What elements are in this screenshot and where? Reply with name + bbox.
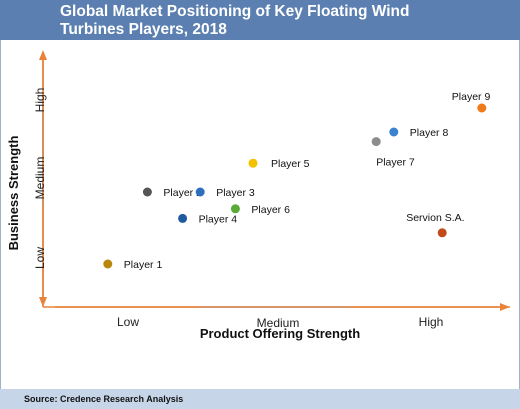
point-player-1 <box>103 259 113 269</box>
y-axis-arrow-down <box>39 297 47 307</box>
x-tick-medium: Medium <box>257 316 300 330</box>
point-player-8 <box>389 127 399 137</box>
point-label-player-3: Player 3 <box>216 187 255 199</box>
point-servion-s-a <box>437 228 447 238</box>
chart-title-line-2: Turbines Players, 2018 <box>60 21 227 38</box>
point-label-player-8: Player 8 <box>410 127 449 139</box>
point-label-player-9: Player 9 <box>452 91 491 103</box>
point-label-player-6: Player 6 <box>251 204 290 216</box>
point-label-player-5: Player 5 <box>271 158 310 170</box>
y-tick-medium: Medium <box>33 157 47 200</box>
x-tick-low: Low <box>117 315 139 329</box>
y-tick-low: Low <box>33 247 47 269</box>
point-label-player-4: Player 4 <box>199 213 238 225</box>
y-tick-high: High <box>33 88 47 113</box>
point-player-3 <box>195 187 205 197</box>
point-player-2 <box>142 187 152 197</box>
x-axis-title: Product Offering Strength <box>200 326 360 341</box>
source-text: Source: Credence Research Analysis <box>24 394 183 404</box>
point-label-player-1: Player 1 <box>124 259 163 271</box>
point-player-4 <box>178 213 188 223</box>
point-player-5 <box>248 158 258 168</box>
y-axis-arrow-up <box>39 50 47 60</box>
title-band <box>0 0 520 40</box>
point-label-player-2: Player 2 <box>163 187 202 199</box>
y-axis-title: Business Strength <box>6 136 21 251</box>
point-player-9 <box>477 103 487 113</box>
x-axis-arrow-right <box>500 303 510 311</box>
point-label-player-7: Player 7 <box>376 157 415 169</box>
point-label-servion-s-a: Servion S.A. <box>406 212 464 224</box>
chart-title-line-1: Global Market Positioning of Key Floatin… <box>60 3 409 20</box>
point-player-7 <box>371 137 381 147</box>
data-points: Player 1 Player 2 Player 3 Player 4 Player 5… <box>103 91 490 271</box>
source-band <box>0 389 520 409</box>
x-tick-high: High <box>419 315 444 329</box>
point-player-6 <box>230 204 240 214</box>
